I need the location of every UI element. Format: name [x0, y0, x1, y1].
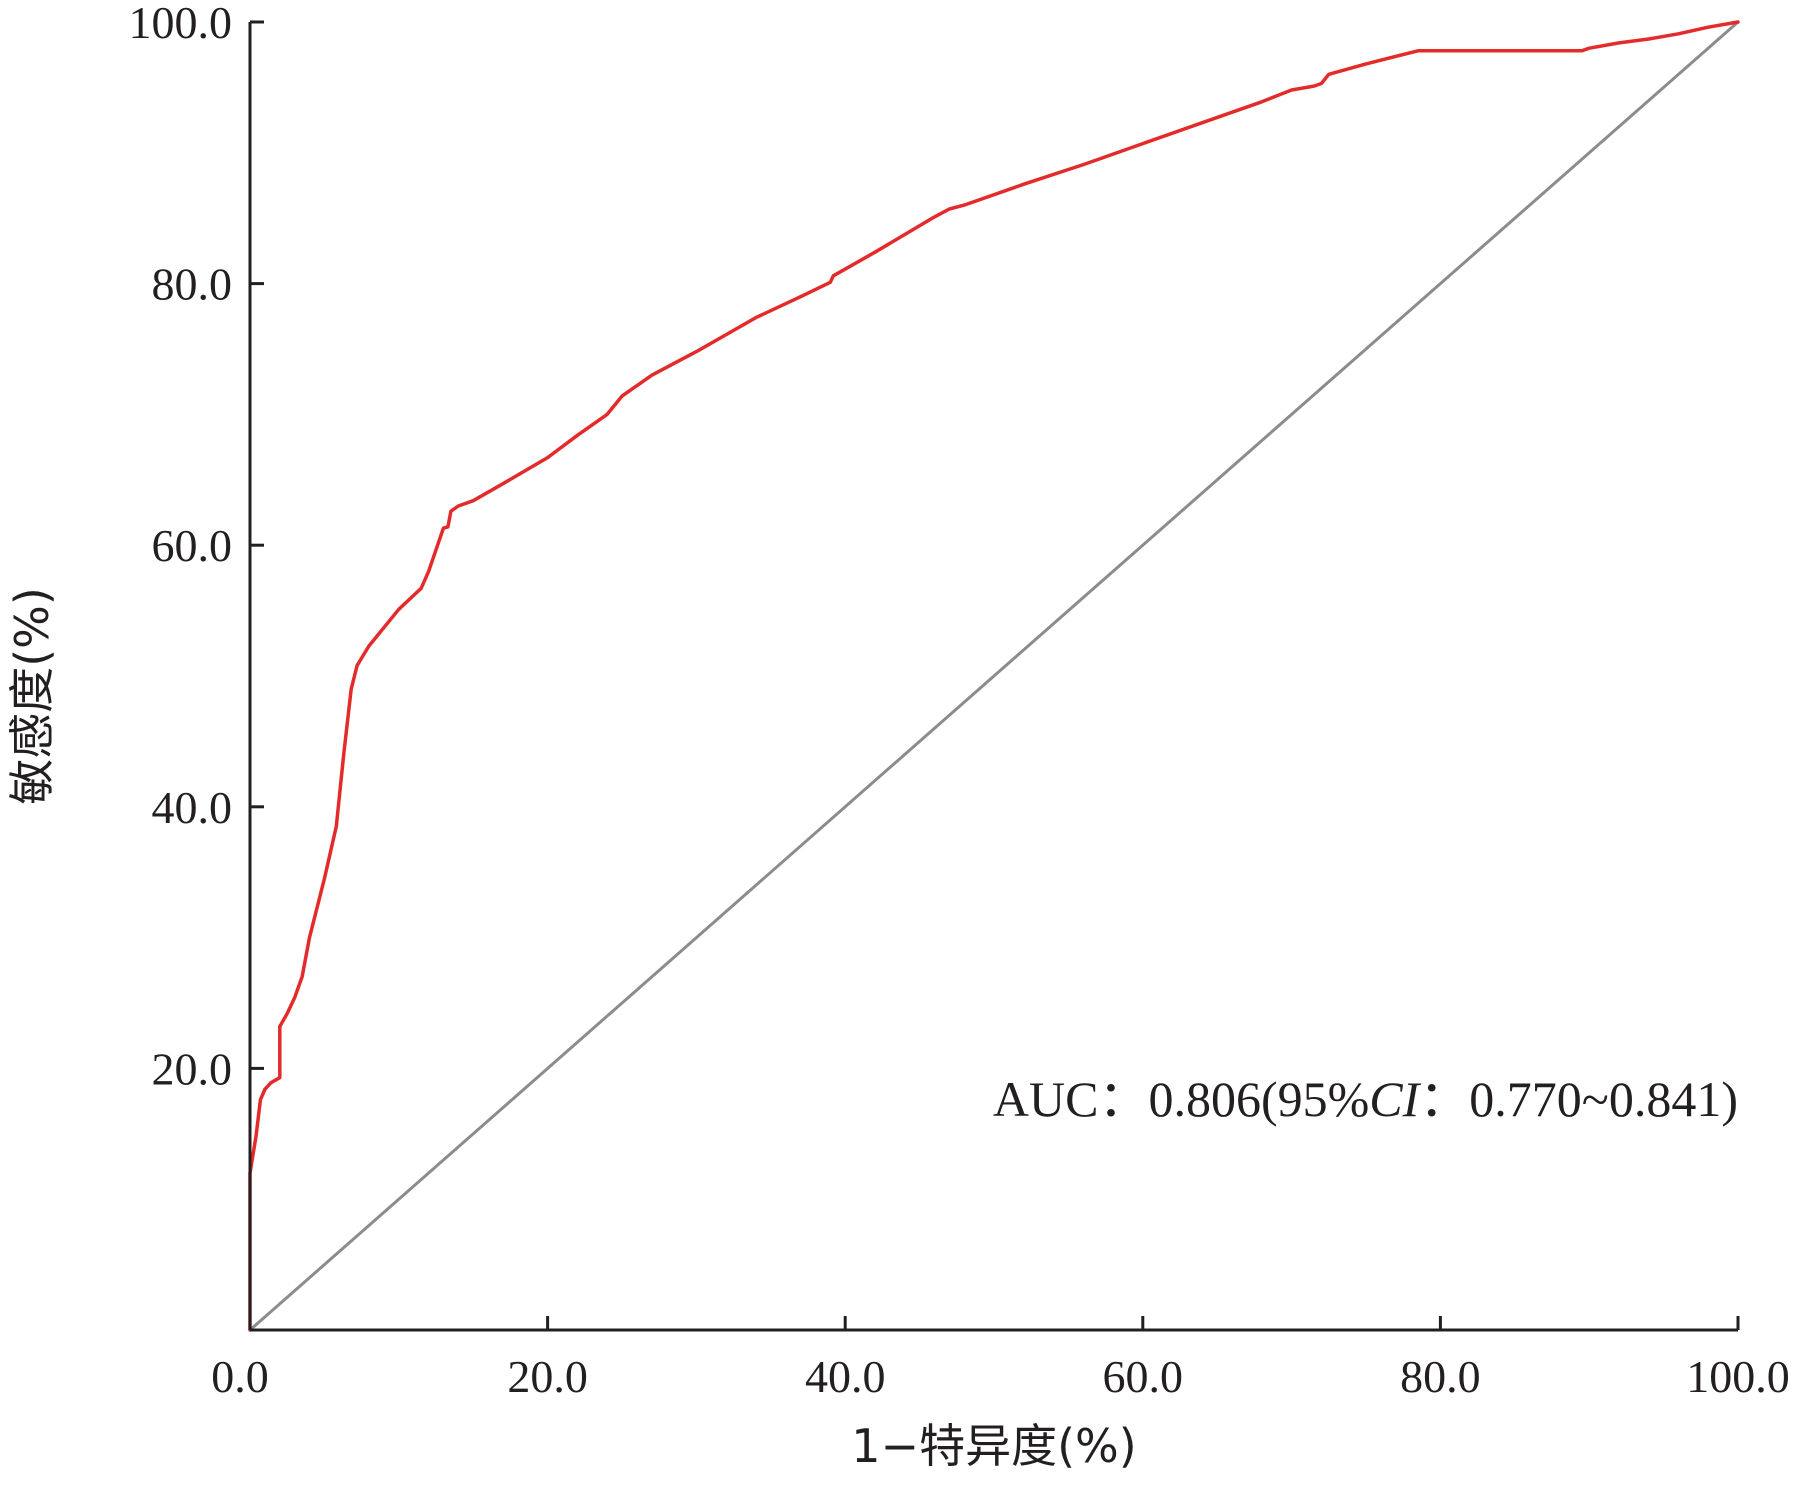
y-tick-label: 40.0 [152, 782, 233, 833]
auc-annotation: AUC：0.806(95%CI：0.770~0.841) [993, 1071, 1738, 1127]
y-tick-label: 20.0 [152, 1043, 233, 1094]
x-tick-label: 0.0 [211, 1351, 269, 1402]
y-tick-label: 60.0 [152, 520, 233, 571]
y-tick-label: 80.0 [152, 259, 233, 310]
x-axis-title: 1−特异度(%) [851, 1419, 1136, 1473]
x-tick-label: 100.0 [1686, 1351, 1790, 1402]
auc-annotation-ci: CI [1369, 1071, 1421, 1127]
y-axis-title: 敏感度(%) [5, 587, 59, 805]
y-tick-label: 100.0 [129, 0, 233, 48]
x-tick-label: 20.0 [507, 1351, 588, 1402]
x-tick-label: 40.0 [805, 1351, 886, 1402]
x-tick-label: 80.0 [1400, 1351, 1481, 1402]
reference-diagonal [248, 20, 1740, 1332]
x-tick-label: 60.0 [1103, 1351, 1184, 1402]
roc-curve [248, 20, 1740, 1332]
auc-annotation-suffix: ：0.770~0.841) [1419, 1071, 1738, 1127]
auc-annotation-prefix: AUC：0.806(95% [993, 1071, 1369, 1127]
